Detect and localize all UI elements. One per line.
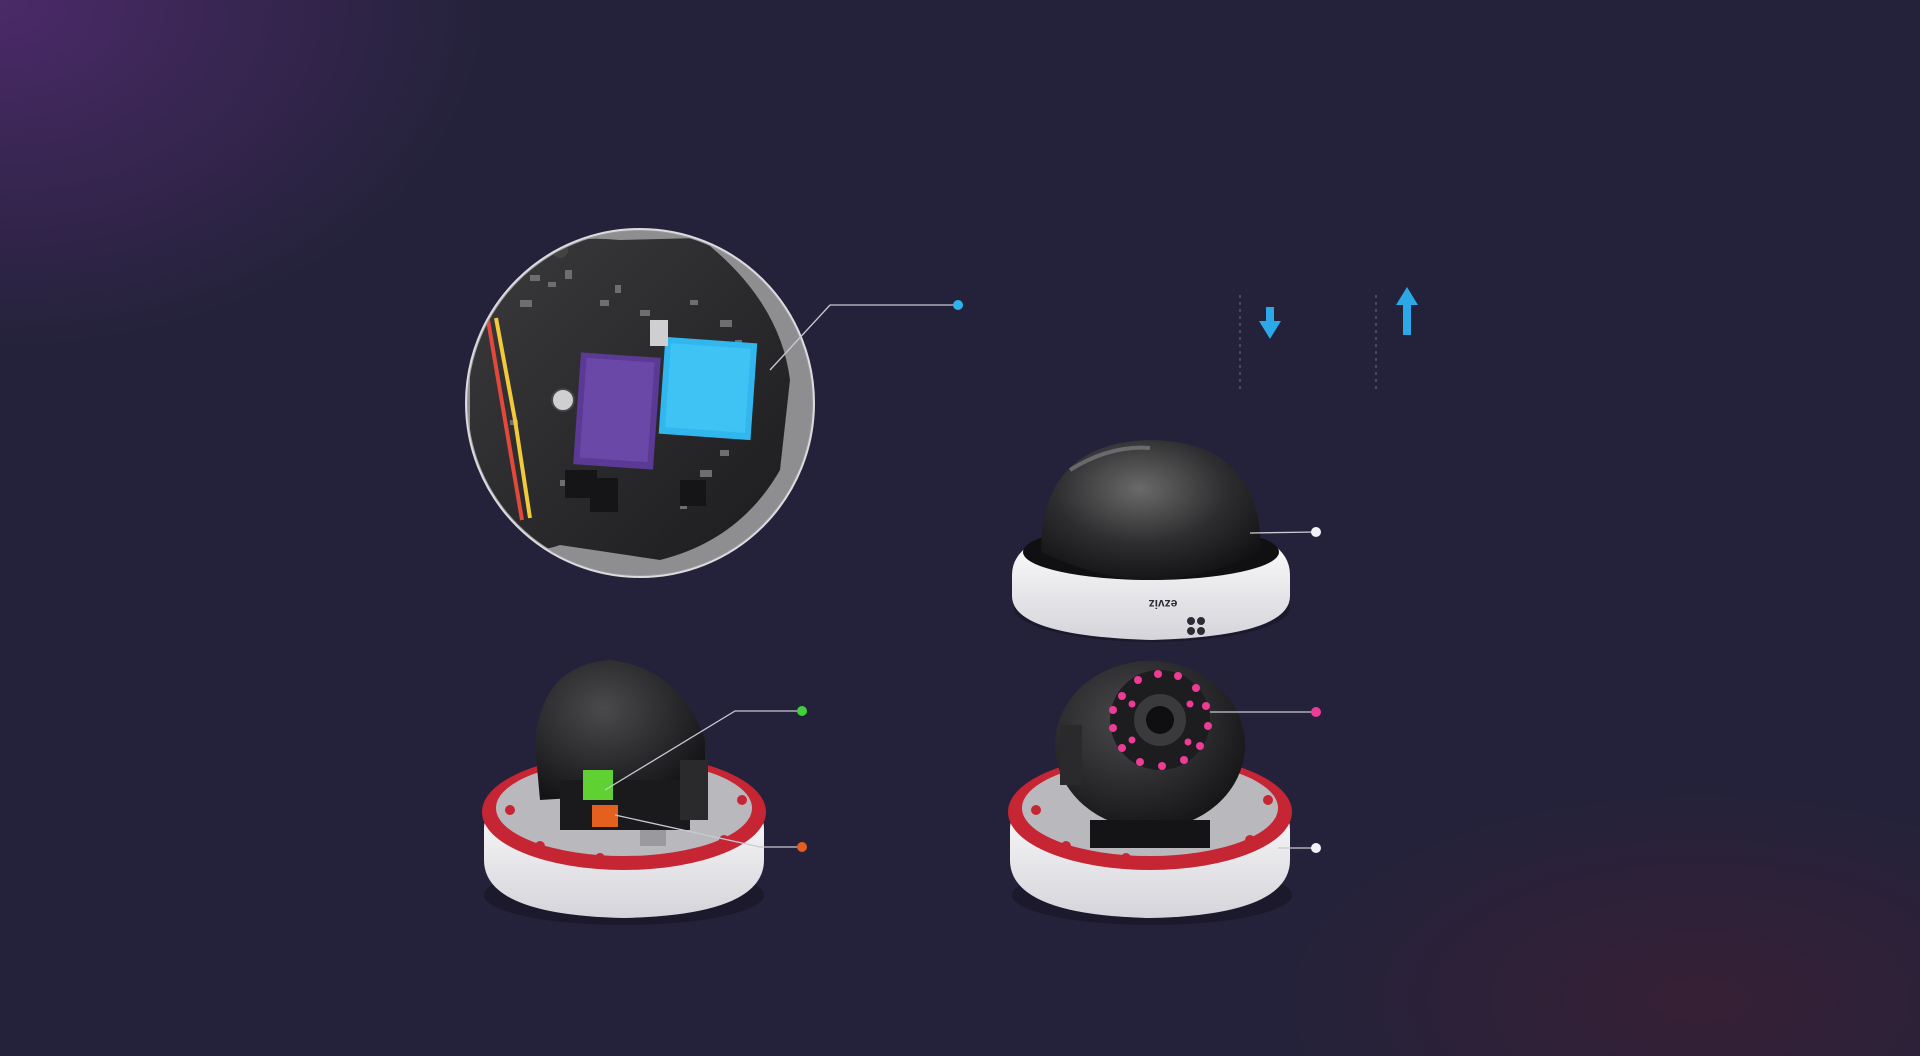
callout-base: [1278, 843, 1321, 853]
arrow-down-icon: [1259, 307, 1281, 339]
dome-camera-assembled: ezviz: [1012, 440, 1290, 642]
callout-green-connector: [604, 706, 807, 791]
ezviz-logo: ezviz: [1149, 597, 1205, 635]
callout-chip: [769, 300, 963, 371]
callout-orange-connector: [614, 814, 807, 852]
pcb-zoom-circle: [465, 228, 815, 578]
callout-ir-leds: [1210, 707, 1321, 717]
arrow-up-icon: [1396, 287, 1418, 335]
dome-camera-internals: [482, 660, 766, 925]
dome-camera-ir: [1008, 661, 1292, 925]
svg-text:ezviz: ezviz: [1149, 597, 1178, 611]
callout-dome-cover: [1249, 527, 1321, 537]
